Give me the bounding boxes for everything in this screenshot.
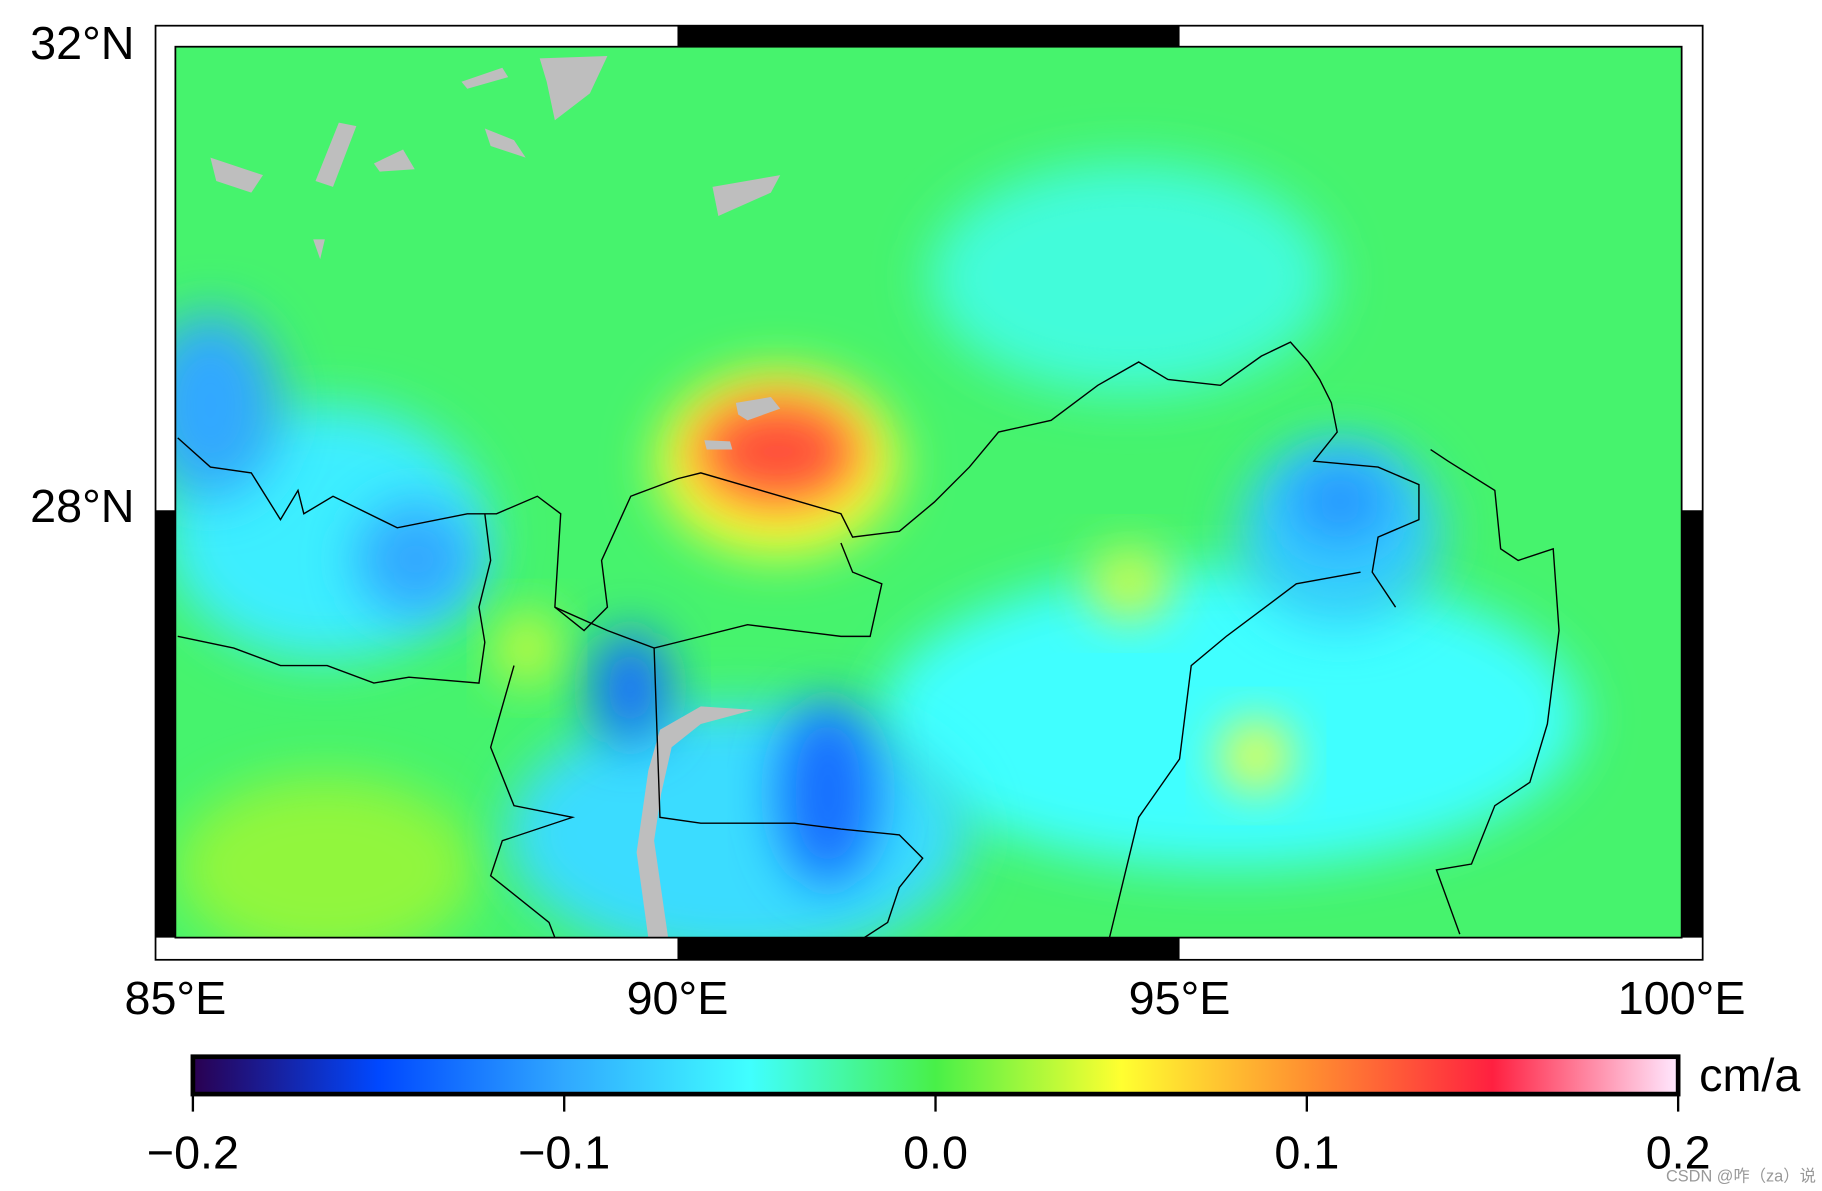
lake: [704, 440, 733, 450]
anomaly: [496, 613, 557, 684]
anomaly: [777, 700, 879, 886]
border: [489, 665, 576, 938]
overlay: [177, 56, 1560, 938]
lake: [315, 122, 357, 187]
border: [1430, 448, 1560, 935]
lake: [210, 157, 263, 193]
anomaly: [590, 629, 671, 746]
lake: [461, 67, 509, 89]
anomaly: [1089, 548, 1170, 619]
border: [653, 648, 924, 938]
colorbar-tick-label: −0.2: [147, 1126, 239, 1178]
colorbar: [190, 1054, 1681, 1097]
anomaly: [928, 162, 1331, 394]
anomaly: [175, 775, 477, 938]
frame-bar: [1681, 510, 1703, 938]
anomaly: [1290, 460, 1391, 542]
anomaly: [175, 312, 281, 498]
velocity-field: [175, 46, 1682, 938]
frame-bars: [155, 25, 1703, 960]
border: [177, 341, 1420, 632]
river: [636, 706, 754, 938]
colorbar-tick-label: 0.0: [903, 1126, 968, 1178]
anomaly: [1220, 721, 1292, 791]
anomaly: [878, 567, 1582, 869]
border: [1108, 571, 1361, 938]
lake: [735, 397, 781, 421]
axes: 85°E 90°E 95°E 100°E 32°N 28°N: [30, 17, 1745, 1024]
anomaly: [697, 399, 859, 504]
colorbar-tick-label: 0.2: [1646, 1126, 1711, 1178]
x-tick-label: 90°E: [627, 972, 729, 1024]
colorbar-tick-label: −0.1: [518, 1126, 610, 1178]
anomaly: [506, 706, 969, 938]
border: [554, 542, 883, 649]
x-tick-label: 95°E: [1129, 972, 1231, 1024]
frame-bar: [677, 25, 1180, 47]
y-tick-label: 32°N: [30, 17, 134, 69]
frame-bar: [155, 510, 176, 938]
border: [177, 513, 492, 684]
y-tick-label: 28°N: [30, 480, 134, 532]
lake: [539, 56, 608, 121]
lake: [484, 128, 526, 158]
lake: [712, 175, 781, 217]
watermark: CSDN @咋（za）说: [1666, 1167, 1816, 1185]
colorbar-tick-label: 0.1: [1274, 1126, 1339, 1178]
lake: [373, 149, 415, 172]
x-tick-label: 100°E: [1618, 972, 1746, 1024]
x-tick-label: 85°E: [125, 972, 227, 1024]
anomaly: [356, 501, 477, 618]
colorbar-unit: cm/a: [1699, 1049, 1800, 1101]
frame-bar: [677, 937, 1180, 960]
lake: [313, 239, 325, 260]
